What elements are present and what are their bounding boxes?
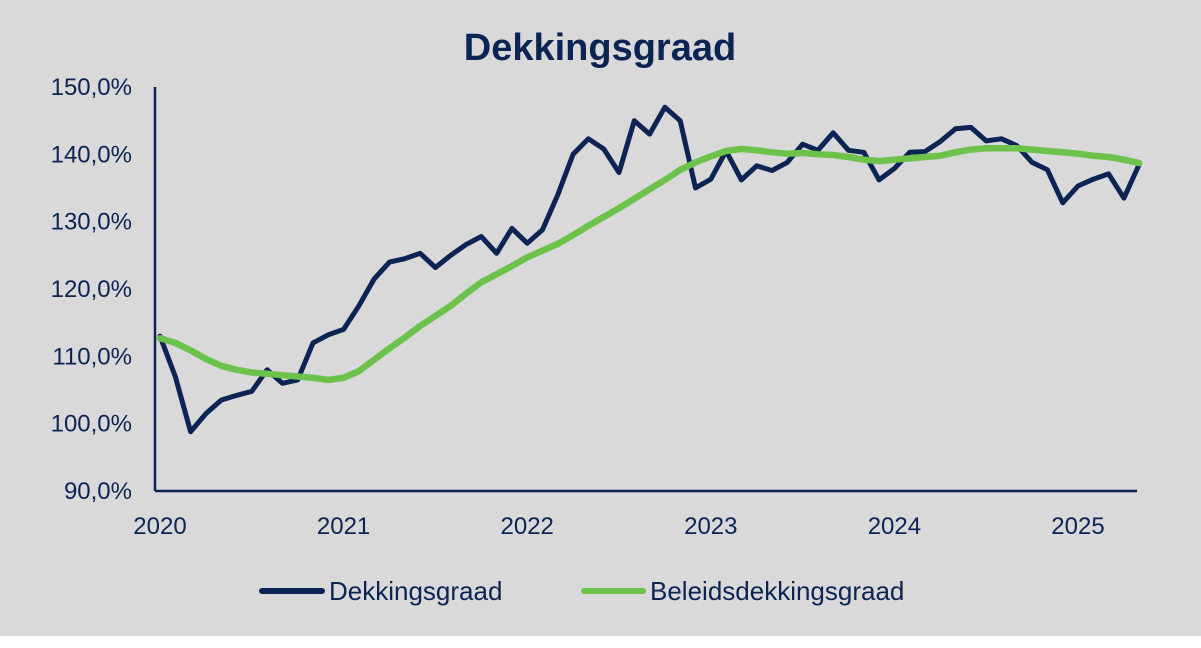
y-tick-label: 90,0% — [64, 478, 132, 505]
legend: Dekkingsgraad Beleidsdekkingsgraad — [259, 576, 904, 606]
x-tick-label: 2023 — [684, 513, 737, 540]
series-line-dekkingsgraad — [157, 104, 1142, 435]
y-axis-tick-labels: 90,0% 100,0% 110,0% 120,0% 130,0% 140,0% 150,0… — [51, 74, 132, 505]
x-axis-tick-labels: 2020 2021 2022 2023 2024 2025 — [133, 513, 1104, 540]
x-tick-label: 2020 — [133, 513, 186, 540]
x-tick-label: 2021 — [317, 513, 370, 540]
legend-label-dekkingsgraad: Dekkingsgraad — [329, 576, 502, 606]
y-tick-label: 150,0% — [51, 74, 132, 101]
series-lines — [156, 104, 1143, 435]
chart-title: Dekkingsgraad — [464, 27, 736, 69]
series-line-beleidsdekkingsgraad — [156, 145, 1143, 384]
y-tick-label: 100,0% — [51, 411, 132, 438]
x-tick-label: 2025 — [1051, 513, 1104, 540]
legend-label-beleidsdekkingsgraad: Beleidsdekkingsgraad — [650, 576, 904, 606]
y-tick-label: 130,0% — [51, 209, 132, 236]
x-tick-label: 2024 — [868, 513, 921, 540]
x-tick-label: 2022 — [501, 513, 554, 540]
y-tick-label: 110,0% — [52, 343, 132, 370]
y-tick-label: 140,0% — [51, 141, 132, 168]
y-tick-label: 120,0% — [51, 276, 132, 303]
